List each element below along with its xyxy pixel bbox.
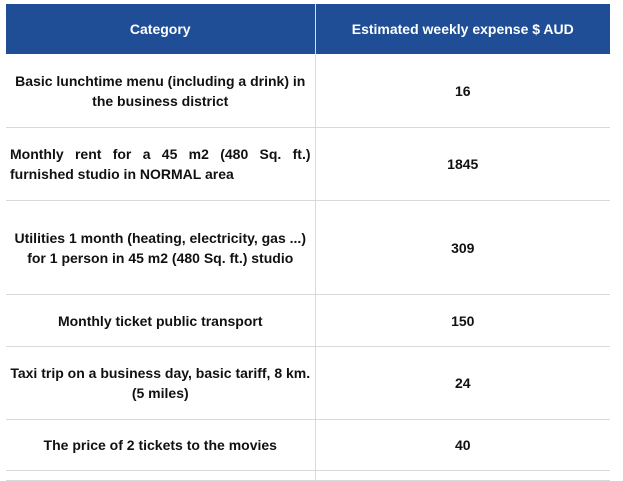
table-row: Utilities 1 month (heating, electricity,… xyxy=(6,200,610,295)
expense-table: Category Estimated weekly expense $ AUD … xyxy=(6,4,610,481)
table-row: Monthly rent for a 45 m2 (480 Sq. ft.) f… xyxy=(6,127,610,201)
category-cell: Utilities 1 month (heating, electricity,… xyxy=(6,200,316,295)
table-row: Basic lunchtime menu (including a drink)… xyxy=(6,54,610,128)
category-cell: Monthly ticket public transport xyxy=(6,294,316,347)
empty-cell xyxy=(6,470,316,481)
category-cell: Basic lunchtime menu (including a drink)… xyxy=(6,54,316,128)
expense-cell: 40 xyxy=(315,419,610,471)
table-body: Basic lunchtime menu (including a drink)… xyxy=(6,54,610,481)
column-header-expense: Estimated weekly expense $ AUD xyxy=(315,4,610,54)
column-header-category: Category xyxy=(6,4,316,54)
category-cell: Monthly rent for a 45 m2 (480 Sq. ft.) f… xyxy=(6,127,316,201)
table-row: The price of 2 tickets to the movies 40 xyxy=(6,419,610,471)
category-cell: Taxi trip on a business day, basic tarif… xyxy=(6,346,316,420)
empty-cell xyxy=(315,470,610,481)
expense-cell: 1845 xyxy=(315,127,610,201)
category-cell: The price of 2 tickets to the movies xyxy=(6,419,316,471)
table-header: Category Estimated weekly expense $ AUD xyxy=(6,4,610,54)
expense-cell: 309 xyxy=(315,200,610,295)
table-row-partial xyxy=(6,470,610,481)
expense-cell: 150 xyxy=(315,294,610,347)
expense-cell: 24 xyxy=(315,346,610,420)
table-row: Monthly ticket public transport 150 xyxy=(6,294,610,347)
expense-cell: 16 xyxy=(315,54,610,128)
table-row: Taxi trip on a business day, basic tarif… xyxy=(6,346,610,420)
header-row: Category Estimated weekly expense $ AUD xyxy=(6,4,610,54)
